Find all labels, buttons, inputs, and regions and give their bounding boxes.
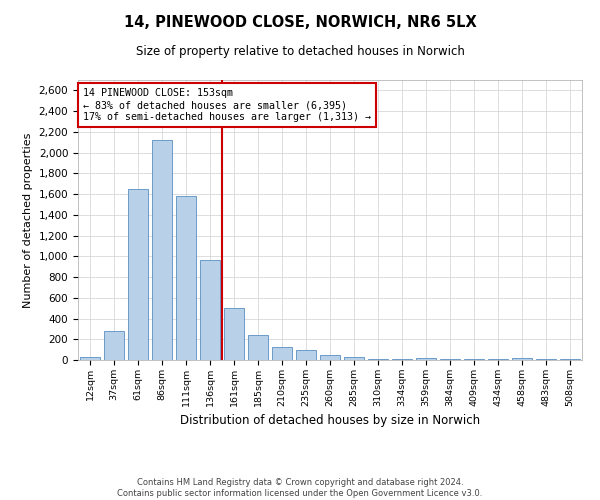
Bar <box>248 334 268 360</box>
Bar <box>512 358 532 360</box>
Y-axis label: Number of detached properties: Number of detached properties <box>23 132 33 308</box>
Bar <box>344 357 364 360</box>
Bar <box>272 346 292 360</box>
X-axis label: Distribution of detached houses by size in Norwich: Distribution of detached houses by size … <box>180 414 480 428</box>
Bar <box>296 350 316 360</box>
Bar <box>416 358 436 360</box>
Bar <box>224 308 244 360</box>
Bar <box>176 196 196 360</box>
Text: Size of property relative to detached houses in Norwich: Size of property relative to detached ho… <box>136 45 464 58</box>
Bar <box>152 140 172 360</box>
Bar <box>368 359 388 360</box>
Bar <box>320 356 340 360</box>
Text: Contains HM Land Registry data © Crown copyright and database right 2024.
Contai: Contains HM Land Registry data © Crown c… <box>118 478 482 498</box>
Bar <box>440 359 460 360</box>
Bar <box>104 331 124 360</box>
Bar <box>128 189 148 360</box>
Bar <box>80 357 100 360</box>
Bar <box>392 359 412 360</box>
Bar <box>200 260 220 360</box>
Text: 14 PINEWOOD CLOSE: 153sqm
← 83% of detached houses are smaller (6,395)
17% of se: 14 PINEWOOD CLOSE: 153sqm ← 83% of detac… <box>83 88 371 122</box>
Text: 14, PINEWOOD CLOSE, NORWICH, NR6 5LX: 14, PINEWOOD CLOSE, NORWICH, NR6 5LX <box>124 15 476 30</box>
